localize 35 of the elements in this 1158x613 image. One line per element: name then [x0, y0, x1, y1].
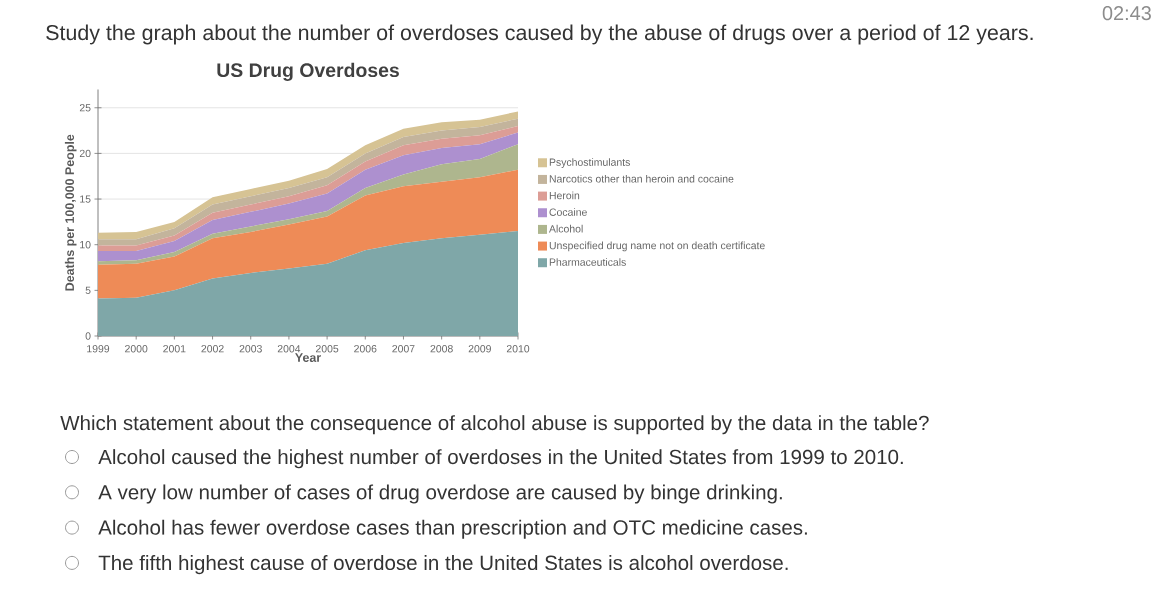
x-tick-label: 2004	[277, 345, 301, 353]
x-tick-label: 2010	[506, 345, 530, 353]
text: Alcohol has fewer overdose cases than prescription and OTC medicine cases.	[98, 519, 807, 539]
x-tick-label: 2001	[163, 345, 186, 353]
x-tick-label: 1999	[87, 345, 110, 353]
x-tick-label: 2000	[125, 345, 148, 353]
text: Study the graph about the number of overdoses caused by the abuse of drugs over a period of 12 years.	[46, 24, 1033, 45]
legend-label: Narcotics other than heroin and cocaine	[549, 174, 734, 183]
x-tick-label: 2003	[239, 345, 262, 353]
x-axis-title: Year	[295, 353, 321, 362]
text: 02:43	[1102, 6, 1151, 21]
chart-title: US Drug Overdoses	[217, 62, 399, 81]
y-tick-label: 0	[85, 332, 91, 340]
text: Which statement about the consequence of alcohol abuse is supported by the data in the table?	[60, 415, 929, 435]
legend-label: Pharmaceuticals	[549, 258, 626, 266]
legend-label: Unspecified drug name not on death certificate	[549, 241, 765, 252]
y-tick-label: 5	[85, 286, 91, 295]
x-tick-label: 2002	[201, 345, 224, 353]
text: The fifth highest cause of overdose in the United States is alcohol overdose.	[98, 555, 788, 575]
y-tick-label: 25	[79, 104, 91, 112]
legend-label: Heroin	[549, 191, 580, 200]
y-axis-title: Deaths per 100,000 People	[64, 134, 77, 291]
y-tick-label: 20	[79, 149, 91, 158]
text: A very low number of cases of drug overdose are caused by binge drinking.	[98, 484, 782, 504]
legend-label: Cocaine	[549, 208, 587, 216]
legend-label: Alcohol	[549, 224, 583, 233]
x-tick-label: 2009	[468, 345, 491, 353]
x-tick-label: 2005	[315, 345, 339, 353]
y-tick-label: 10	[80, 241, 91, 249]
x-tick-label: 2008	[430, 345, 453, 353]
x-tick-label: 2007	[392, 345, 415, 353]
y-tick-label: 15	[80, 195, 91, 203]
legend-label: Psychostimulants	[549, 158, 630, 168]
x-tick-label: 2006	[354, 345, 377, 353]
text: Alcohol caused the highest number of overdoses in the United States from 1999 to 2010.	[98, 449, 903, 469]
